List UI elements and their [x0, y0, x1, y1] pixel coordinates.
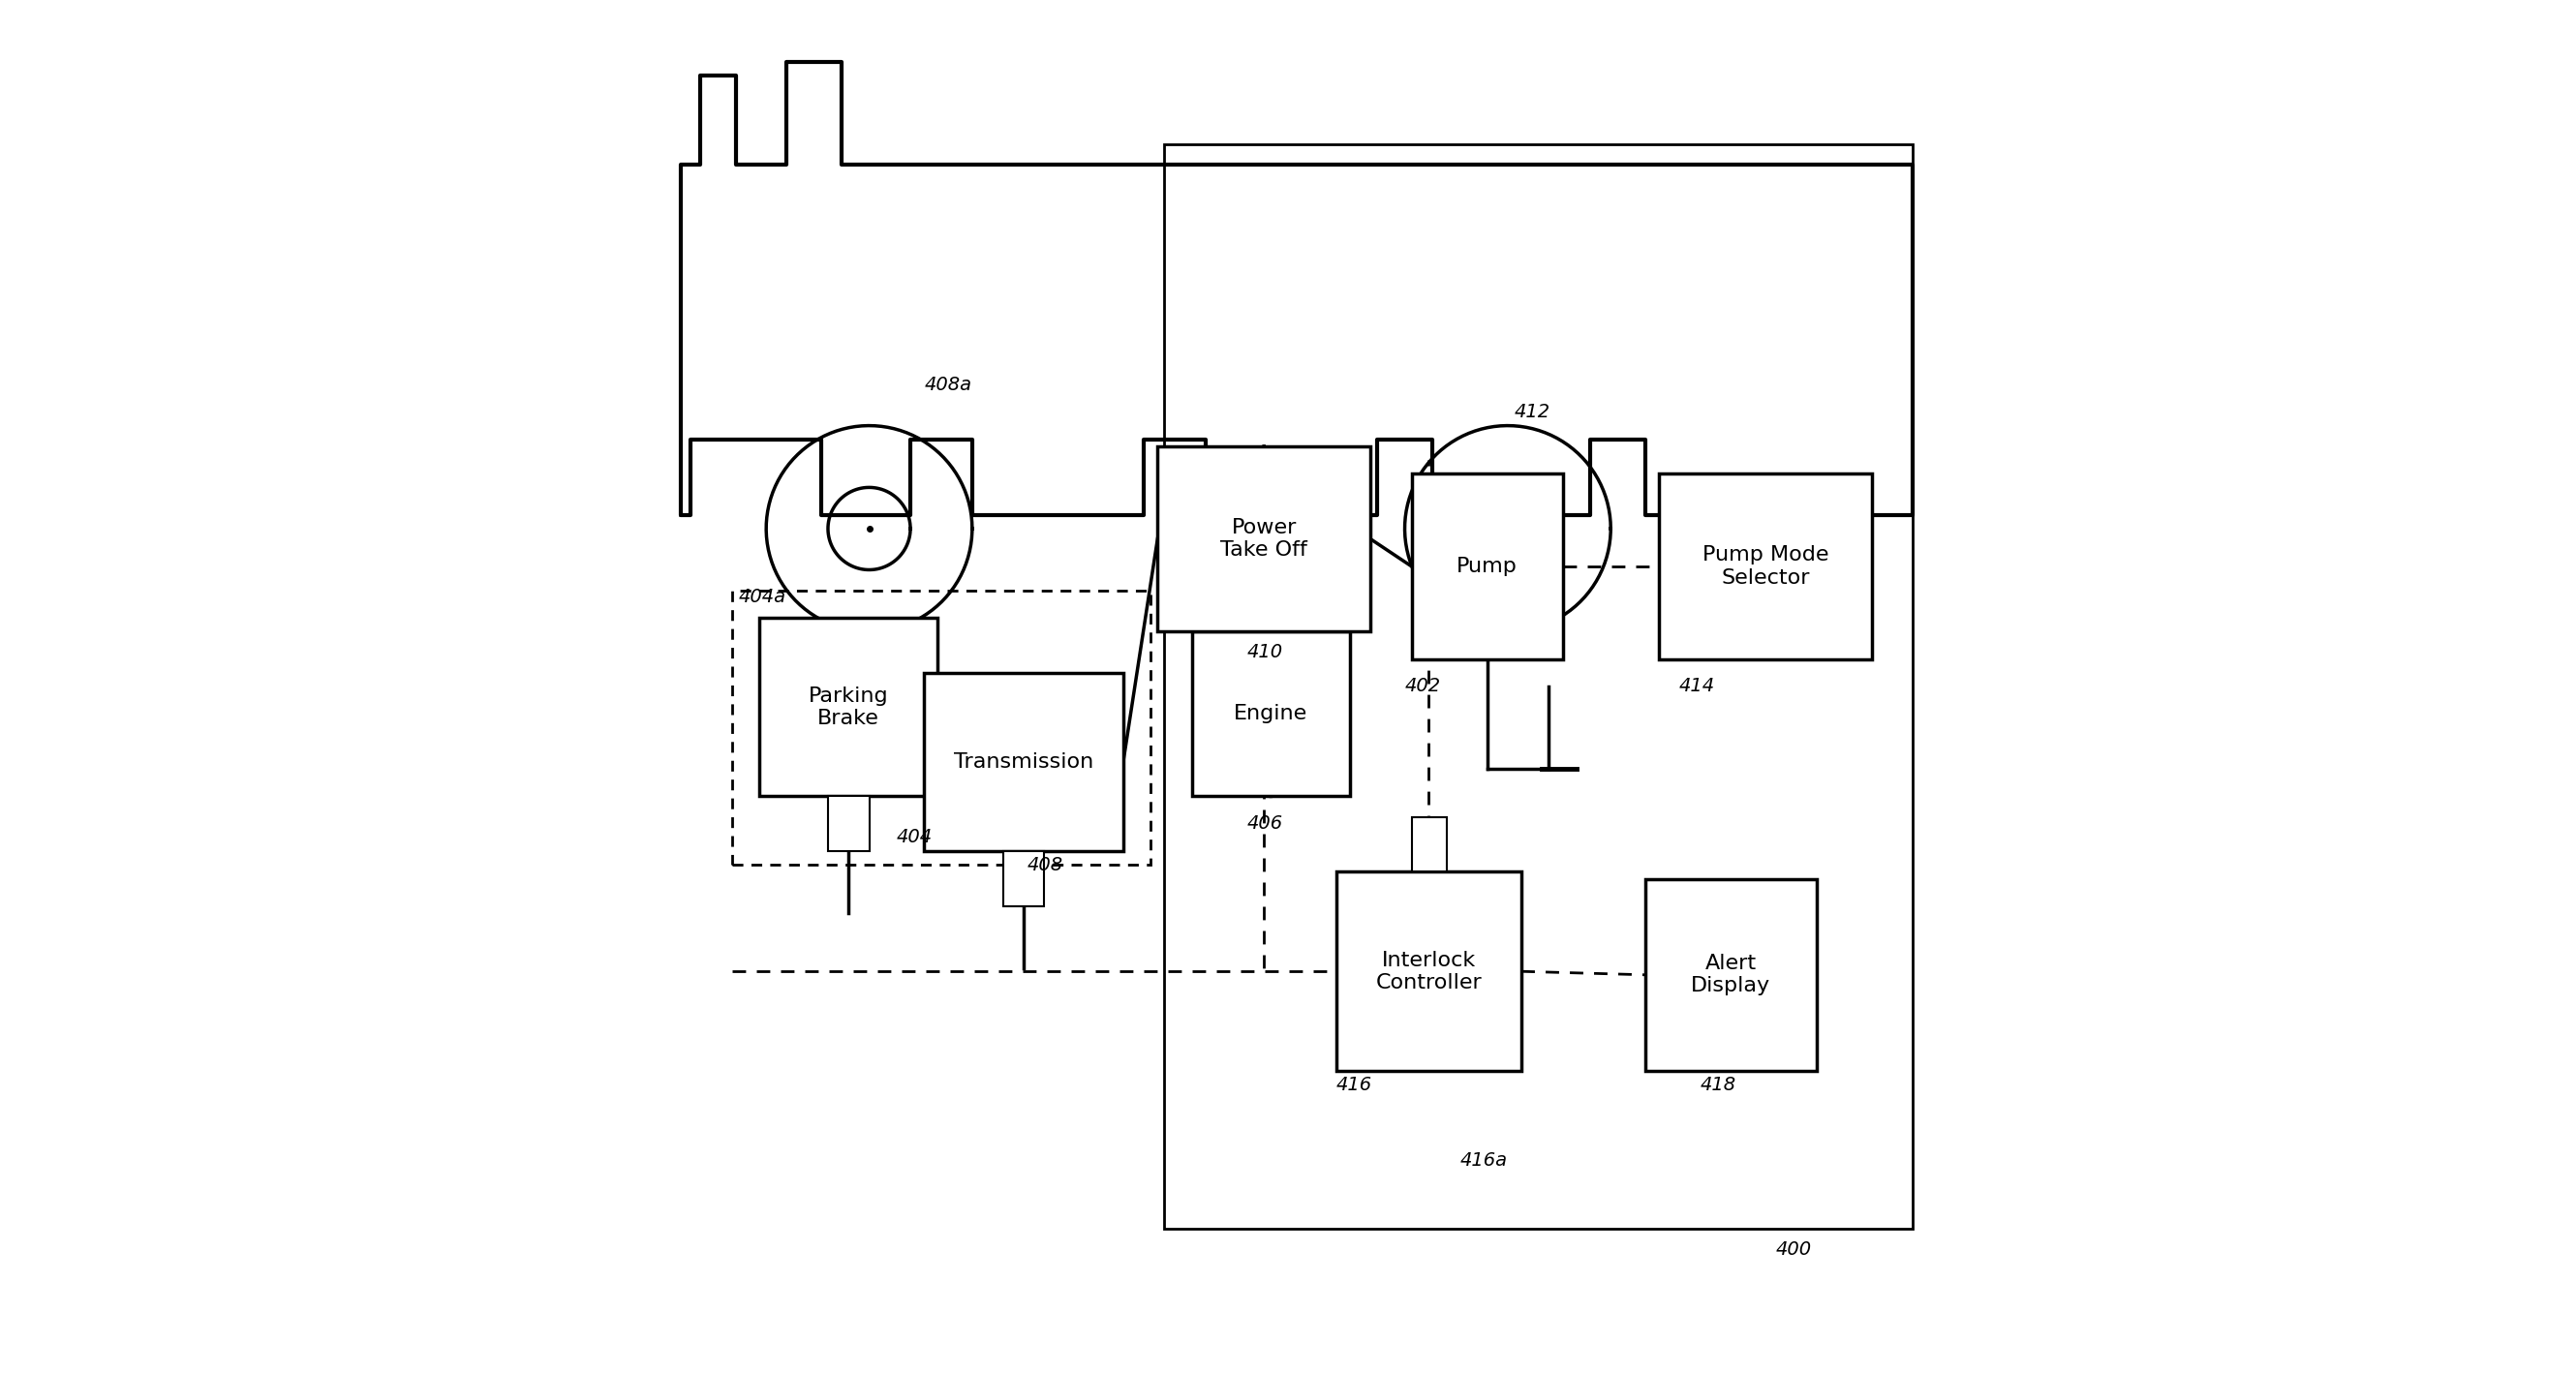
Text: Interlock
Controller: Interlock Controller [1376, 950, 1481, 993]
FancyBboxPatch shape [1193, 632, 1350, 796]
Text: Pump Mode
Selector: Pump Mode Selector [1703, 545, 1829, 588]
Text: Pump: Pump [1455, 556, 1517, 577]
Text: 418: 418 [1700, 1075, 1736, 1094]
Text: Power
Take Off: Power Take Off [1221, 518, 1309, 560]
Text: Engine: Engine [1234, 704, 1309, 724]
Text: 414: 414 [1680, 677, 1716, 696]
FancyBboxPatch shape [1157, 446, 1370, 632]
FancyBboxPatch shape [760, 618, 938, 796]
Text: 412: 412 [1515, 402, 1551, 422]
FancyBboxPatch shape [1646, 879, 1816, 1071]
Text: Transmission: Transmission [953, 752, 1092, 772]
FancyBboxPatch shape [1337, 872, 1522, 1071]
FancyBboxPatch shape [1002, 851, 1043, 906]
Text: 410: 410 [1247, 643, 1283, 662]
Text: 416: 416 [1337, 1075, 1373, 1094]
Text: Alert
Display: Alert Display [1690, 954, 1770, 995]
FancyBboxPatch shape [1412, 817, 1448, 872]
Text: 416a: 416a [1461, 1151, 1507, 1170]
Bar [1164, 144, 1914, 1229]
Text: 408: 408 [1028, 855, 1064, 875]
FancyBboxPatch shape [827, 796, 868, 851]
Bar [732, 590, 1151, 865]
FancyBboxPatch shape [925, 673, 1123, 851]
Text: 404: 404 [896, 828, 933, 847]
Text: 408a: 408a [925, 375, 971, 394]
FancyBboxPatch shape [1659, 474, 1873, 659]
Text: 402: 402 [1404, 677, 1440, 696]
Text: 406: 406 [1247, 814, 1283, 833]
Text: 400: 400 [1775, 1240, 1811, 1259]
FancyBboxPatch shape [1412, 474, 1564, 659]
Text: 404a: 404a [739, 588, 786, 607]
Text: Parking
Brake: Parking Brake [809, 686, 889, 728]
